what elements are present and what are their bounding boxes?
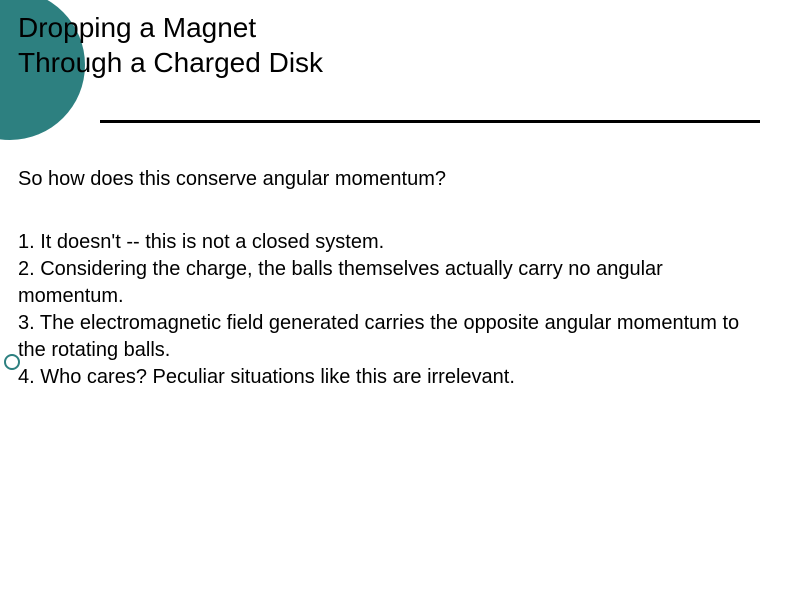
option-1: 1. It doesn't -- this is not a closed sy… bbox=[18, 229, 760, 256]
content-block: So how does this conserve angular moment… bbox=[18, 168, 760, 391]
option-2: 2. Considering the charge, the balls the… bbox=[18, 256, 760, 310]
option-3: 3. The electromagnetic field generated c… bbox=[18, 310, 760, 364]
title-block: Dropping a Magnet Through a Charged Disk bbox=[18, 10, 760, 80]
question-text: So how does this conserve angular moment… bbox=[18, 168, 760, 191]
slide-title-line1: Dropping a Magnet bbox=[18, 10, 760, 45]
title-divider bbox=[100, 120, 760, 123]
slide-title-line2: Through a Charged Disk bbox=[18, 45, 760, 80]
options-list: 1. It doesn't -- this is not a closed sy… bbox=[18, 229, 760, 391]
option-4: 4. Who cares? Peculiar situations like t… bbox=[18, 364, 760, 391]
